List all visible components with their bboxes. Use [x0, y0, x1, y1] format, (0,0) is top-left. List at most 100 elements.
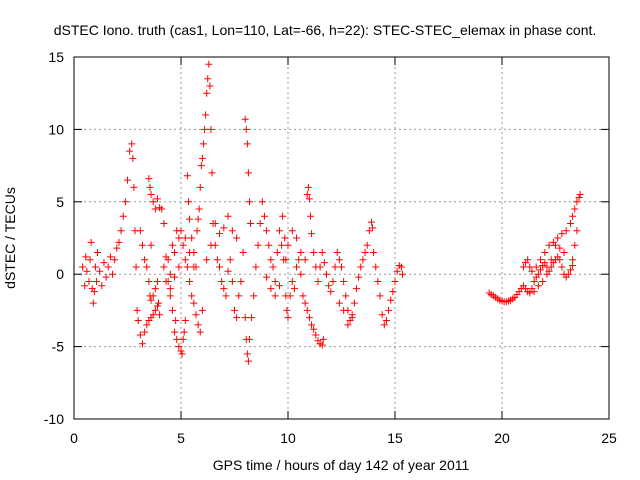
data-point: [151, 285, 159, 293]
data-point: [138, 241, 146, 249]
data-point: [213, 256, 221, 264]
data-point: [275, 282, 283, 290]
data-point: [149, 198, 157, 206]
data-point: [96, 267, 104, 275]
data-point: [306, 212, 314, 220]
data-point: [571, 241, 579, 249]
data-point: [133, 306, 141, 314]
data-point: [147, 296, 155, 304]
data-point: [304, 183, 312, 191]
data-point: [519, 263, 527, 271]
data-point: [569, 212, 577, 220]
data-point: [385, 306, 393, 314]
data-point: [537, 256, 545, 264]
y-tick-label: 15: [48, 49, 64, 65]
data-point: [171, 248, 179, 256]
data-point: [220, 285, 228, 293]
data-point: [198, 306, 206, 314]
data-point: [198, 154, 206, 162]
data-point: [130, 183, 138, 191]
data-point: [293, 234, 301, 242]
data-point: [372, 263, 380, 271]
data-point: [193, 227, 201, 235]
data-point: [391, 277, 399, 285]
data-point: [267, 256, 275, 264]
data-point: [263, 227, 271, 235]
data-point: [83, 267, 91, 275]
y-tick-label: -10: [44, 411, 64, 427]
data-point: [263, 273, 271, 281]
data-point: [340, 277, 348, 285]
data-point: [175, 234, 183, 242]
data-point: [532, 263, 540, 271]
data-point: [365, 227, 373, 235]
data-point: [192, 311, 200, 319]
data-point: [104, 263, 112, 271]
data-point: [256, 220, 264, 228]
data-point: [180, 328, 188, 336]
data-point: [530, 277, 538, 285]
data-point: [175, 263, 183, 271]
data-point: [314, 277, 322, 285]
data-point: [271, 277, 279, 285]
data-point: [243, 350, 251, 358]
data-point: [335, 299, 343, 307]
data-point: [141, 328, 149, 336]
data-point: [248, 314, 256, 322]
data-point: [331, 263, 339, 271]
data-point: [218, 277, 226, 285]
data-point: [186, 248, 194, 256]
data-point: [552, 241, 559, 249]
y-tick-label: -5: [52, 339, 65, 355]
data-point: [303, 306, 311, 314]
data-point: [216, 263, 224, 271]
data-point: [355, 273, 363, 281]
data-point: [226, 256, 234, 264]
data-point: [206, 82, 214, 90]
data-point: [370, 248, 378, 256]
data-point: [275, 227, 283, 235]
y-tick-label: 10: [48, 121, 64, 137]
grid: [74, 57, 609, 419]
data-point: [297, 270, 305, 278]
data-point: [220, 224, 228, 232]
data-point: [173, 335, 181, 343]
data-point: [168, 241, 176, 249]
data-point: [575, 193, 583, 201]
data-point: [526, 263, 534, 271]
data-point: [265, 241, 273, 249]
data-point: [115, 238, 123, 246]
data-point: [543, 270, 551, 278]
data-point: [138, 340, 146, 348]
data-point: [233, 314, 241, 322]
data-point: [79, 263, 87, 271]
data-point: [129, 154, 137, 162]
data-point: [369, 224, 377, 232]
data-point: [323, 270, 331, 278]
data-point: [378, 311, 386, 319]
data-point: [319, 335, 327, 343]
data-point: [299, 292, 307, 300]
data-point: [145, 277, 153, 285]
data-point: [541, 248, 549, 256]
data-point: [166, 292, 174, 300]
data-point: [242, 125, 250, 133]
data-point: [250, 292, 258, 300]
data-point: [350, 299, 358, 307]
data-point: [109, 270, 117, 278]
data-point: [86, 256, 94, 264]
data-point: [340, 306, 348, 314]
data-point: [380, 321, 388, 329]
data-point: [216, 230, 224, 238]
data-point: [310, 325, 318, 333]
data-point: [151, 205, 159, 213]
data-point: [153, 302, 161, 310]
data-point: [363, 241, 371, 249]
data-point: [247, 220, 255, 228]
data-point: [318, 341, 326, 349]
data-point: [177, 227, 185, 235]
data-point: [202, 111, 210, 119]
data-point: [162, 277, 170, 285]
